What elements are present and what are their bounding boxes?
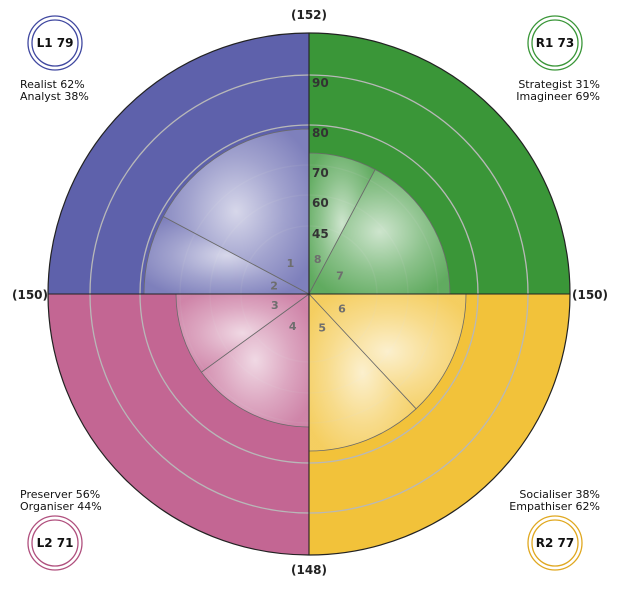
ring-tick-label: 60 — [312, 196, 329, 210]
wedge-number-label: 6 — [338, 302, 346, 315]
quadrant-l1-percent-line: Realist 62% — [20, 78, 85, 91]
wedge-number-label: 8 — [314, 253, 322, 266]
quadrant-r2-percent-line: Socialiser 38% — [519, 488, 600, 501]
badge-r1-label: R1 73 — [536, 36, 574, 50]
ring-tick-label: 70 — [312, 166, 329, 180]
badge-l2-label: L2 71 — [37, 536, 74, 550]
wedge-number-label: 4 — [289, 320, 297, 333]
wedge-number-label: 5 — [318, 322, 326, 335]
axis-lines — [48, 33, 570, 555]
wedge-7-highlight — [308, 168, 451, 295]
badge-l1-label: L1 79 — [37, 36, 74, 50]
quadrant-r1-percent-line: Strategist 31% — [518, 78, 600, 91]
quadrant-l1-percent-line: Analyst 38% — [20, 90, 89, 103]
badge-r1-inner-ring — [531, 19, 579, 67]
quadrant-l2-percent-line: Organiser 44% — [20, 500, 102, 513]
wedge-3-highlight — [175, 293, 311, 373]
badge-l1-inner-ring — [31, 19, 79, 67]
axis-total-left: (150) — [12, 288, 48, 302]
ring-tick-label: 90 — [312, 76, 329, 90]
wedge-number-label: 3 — [271, 299, 279, 312]
axis-total-bottom: (148) — [291, 563, 327, 577]
wedge-number-label: 2 — [270, 279, 278, 292]
ring-tick-label: 45 — [312, 227, 329, 241]
wedge-number-label: 1 — [287, 257, 295, 270]
axis-total-right: (150) — [572, 288, 608, 302]
segment-wedges — [143, 128, 467, 452]
axis-total-top: (152) — [291, 8, 327, 22]
wedge-4-highlight — [200, 293, 310, 428]
quadrant-r1-percent-line: Imagineer 69% — [516, 90, 600, 103]
badge-r2-inner-ring — [531, 519, 579, 567]
wedge-5-highlight — [308, 292, 417, 452]
wedge-1-highlight — [162, 128, 310, 295]
wedge-number-label: 7 — [336, 270, 344, 283]
quadrant-l2-percent-line: Preserver 56% — [20, 488, 100, 501]
quadrant-r2-percent-line: Empathiser 62% — [509, 500, 600, 513]
quadrant-badges: L1 79 Realist 62%Analyst 38% R1 73 Strategi… — [20, 15, 600, 571]
wedge-6-highlight — [308, 293, 467, 410]
ring-tick-label: 80 — [312, 126, 329, 140]
badge-l2-inner-ring — [31, 519, 79, 567]
badge-r2-label: R2 77 — [536, 536, 574, 550]
